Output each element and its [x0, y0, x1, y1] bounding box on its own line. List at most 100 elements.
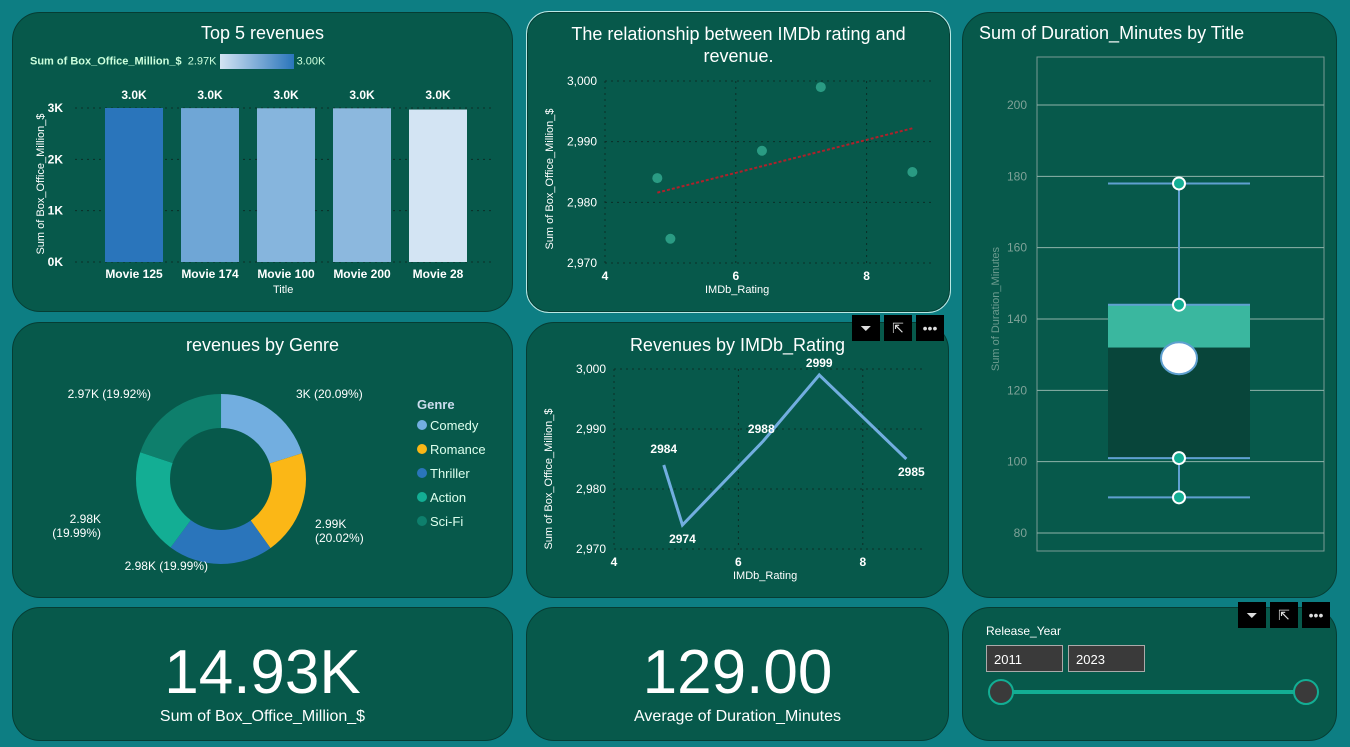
more-options-icon[interactable]: ••• [916, 315, 944, 341]
x-tick-label: 6 [735, 555, 742, 569]
data-label: 2.99K (20.02%) [315, 517, 364, 545]
color-gradient [219, 54, 294, 69]
slider-handle-start[interactable] [988, 679, 1014, 705]
filter-icon[interactable]: ⏷ [852, 315, 880, 341]
x-tick-label: Movie 100 [257, 267, 315, 281]
revenue-by-rating-line[interactable]: Revenues by IMDb_Rating 2,970 2,980 2,990 3… [526, 322, 949, 598]
y-tick-label: 2,990 [576, 422, 606, 436]
legend-item[interactable]: Sci-Fi [417, 514, 486, 529]
bar [105, 108, 163, 262]
x-axis-label: Title [273, 284, 294, 296]
chart-title: The relationship between IMDb rating and… [571, 24, 906, 66]
data-label: 3.0K [273, 88, 299, 102]
kpi-value: 129.00 [642, 638, 833, 707]
mean-marker [1160, 341, 1198, 376]
y-tick-label: 3,000 [576, 362, 606, 376]
y-tick-label: 1K [48, 204, 64, 218]
year-to-input[interactable]: 2023 [1068, 645, 1145, 672]
box-point [1172, 490, 1186, 505]
data-point [665, 233, 676, 244]
data-label: 3.0K [197, 88, 223, 102]
data-label: 2988 [748, 422, 775, 436]
x-tick-label: 6 [732, 269, 739, 283]
y-tick-label: 2K [48, 152, 64, 166]
y-tick-label: 80 [1014, 526, 1028, 540]
legend-item[interactable]: Thriller [417, 466, 486, 481]
slicer-title: Release_Year [986, 624, 1061, 638]
legend-item[interactable]: Comedy [417, 418, 486, 433]
kpi-card-box-office: 14.93K Sum of Box_Office_Million_$ [12, 607, 513, 741]
data-label: 3.0K [425, 88, 451, 102]
y-tick-label: 2,980 [567, 195, 597, 209]
legend-item[interactable]: Romance [417, 442, 486, 457]
x-axis-label: IMDb_Rating [705, 284, 770, 296]
year-from-input[interactable]: 2011 [986, 645, 1063, 672]
donut-slice [136, 452, 191, 548]
focus-mode-icon[interactable]: ⇱ [1270, 602, 1298, 628]
data-label: 3.0K [349, 88, 375, 102]
y-tick-label: 200 [1007, 98, 1027, 112]
x-tick-label: 4 [611, 555, 618, 569]
kpi-value: 14.93K [164, 638, 361, 707]
legend-dot [417, 468, 427, 478]
legend-dot [417, 444, 427, 454]
x-tick-label: 8 [863, 269, 870, 283]
duration-box-plot[interactable]: Sum of Duration_Minutes by Title 80 100 12… [962, 12, 1337, 598]
data-point [756, 145, 767, 156]
y-tick-label: 100 [1007, 455, 1027, 469]
x-tick-label: Movie 28 [413, 267, 464, 281]
legend-label: Thriller [430, 466, 470, 481]
data-label: 2974 [669, 532, 696, 546]
bar [333, 108, 391, 262]
donut-plot: 3K (20.09%) 2.99K (20.02%) 2.98K (19.99%) 2.… [52, 387, 364, 573]
chart-title: Top 5 revenues [200, 23, 325, 43]
legend-item[interactable]: Action [417, 490, 486, 505]
data-label: 2984 [650, 442, 677, 456]
data-point [652, 173, 663, 184]
data-point [815, 82, 826, 93]
legend-dot [417, 492, 427, 502]
series-line [662, 372, 908, 528]
scatter-plot: 2,970 2,980 2,990 3,000 4 6 8 [567, 74, 932, 283]
data-label: 2999 [806, 356, 833, 370]
y-axis-label: Sum of Box_Office_Million_$ [35, 113, 47, 255]
more-options-icon[interactable]: ••• [1302, 602, 1330, 628]
box-plot: 80 100 120 140 160 180 200 [1007, 56, 1325, 552]
release-year-slicer[interactable]: Release_Year 2011 2023 [962, 607, 1337, 741]
data-point [907, 167, 918, 177]
genre-donut-chart[interactable]: revenues by Genre 3K (20.09%) 2.99K (20.02… [12, 322, 513, 598]
focus-mode-icon[interactable]: ⇱ [884, 315, 912, 341]
y-tick-label: 2,990 [567, 135, 597, 149]
visual-header: ⏷ ⇱ ••• [852, 315, 944, 341]
kpi-card-duration: 129.00 Average of Duration_Minutes [526, 607, 949, 741]
slider-track [1001, 690, 1306, 694]
data-label: 2985 [898, 465, 925, 479]
x-tick-label: Movie 125 [105, 267, 163, 281]
top5-revenues-chart[interactable]: Top 5 revenues Sum of Box_Office_Million… [12, 12, 513, 312]
trend-line [657, 127, 913, 194]
legend-label: Comedy [430, 418, 479, 433]
data-label: 3.0K [121, 88, 147, 102]
donut-slice [221, 394, 302, 464]
chart-title: Sum of Duration_Minutes by Title [979, 23, 1245, 43]
data-label: 3K (20.09%) [296, 387, 363, 401]
y-tick-label: 140 [1007, 312, 1027, 326]
data-label: 2.97K (19.92%) [68, 387, 151, 401]
y-tick-label: 2,970 [576, 542, 606, 556]
imdb-revenue-scatter[interactable]: The relationship between IMDb rating and… [526, 11, 951, 313]
bar [257, 108, 315, 262]
bar-plot: 0K 1K 2K 3K 3.0K Movie 125 3.0K Movie 174 3.0K Mo… [48, 88, 493, 281]
legend-label: Sci-Fi [430, 514, 464, 529]
y-axis-label: Sum of Duration_Minutes [990, 246, 1002, 372]
legend-label: Romance [430, 442, 486, 457]
filter-icon[interactable]: ⏷ [1238, 602, 1266, 628]
donut-slice [170, 520, 271, 564]
legend: Genre Comedy Romance Thriller Action Sci-Fi [417, 397, 486, 538]
slider-handle-end[interactable] [1293, 679, 1319, 705]
y-tick-label: 180 [1007, 169, 1027, 183]
line-plot: 2,970 2,980 2,990 3,000 4 6 8 2984 2974 2988 2999 2… [576, 356, 925, 569]
y-tick-label: 3,000 [567, 74, 597, 88]
x-tick-label: Movie 174 [181, 267, 239, 281]
box-point [1172, 176, 1186, 191]
bar [181, 108, 239, 263]
